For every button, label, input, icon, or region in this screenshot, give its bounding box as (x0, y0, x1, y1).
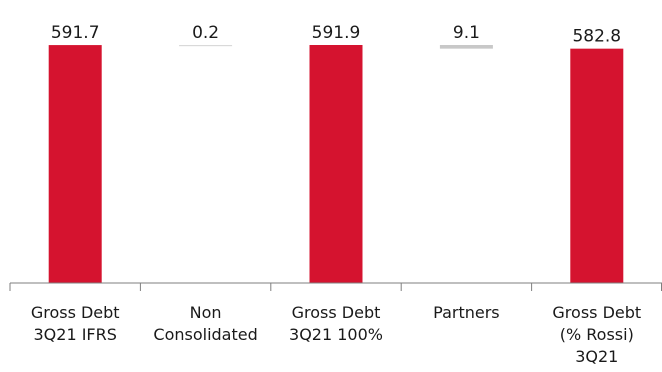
bar-2 (309, 45, 363, 283)
category-label-4-line-0: Gross Debt (552, 303, 641, 322)
bars-group (48, 45, 624, 284)
value-labels-group: 591.7 0.2 591.9 9.1 582.8 (51, 23, 621, 47)
category-label-2-line-1: 3Q21 100% (289, 325, 383, 344)
category-label-0-line-0: Gross Debt (31, 303, 120, 322)
value-label-4: 582.8 (572, 27, 621, 47)
value-label-2: 591.9 (312, 23, 361, 43)
x-axis (9, 282, 662, 291)
value-label-3: 9.1 (453, 23, 480, 43)
bar-0 (48, 45, 102, 284)
category-labels-group: Gross Debt 3Q21 IFRS Non Consolidated Gross … (31, 303, 641, 366)
bar-3 (439, 45, 493, 49)
category-label-4-line-2: 3Q21 (575, 347, 618, 366)
bar-4 (570, 48, 624, 284)
category-label-4-line-1: (% Rossi) (560, 325, 634, 344)
bar-1 (179, 45, 233, 47)
category-label-1-line-1: Consolidated (153, 325, 257, 344)
value-label-1: 0.2 (192, 23, 219, 43)
category-label-2-line-0: Gross Debt (292, 303, 381, 322)
category-label-3-line-0: Partners (433, 303, 499, 322)
category-label-1-line-0: Non (190, 303, 222, 322)
value-label-0: 591.7 (51, 23, 100, 43)
category-label-0-line-1: 3Q21 IFRS (33, 325, 116, 344)
